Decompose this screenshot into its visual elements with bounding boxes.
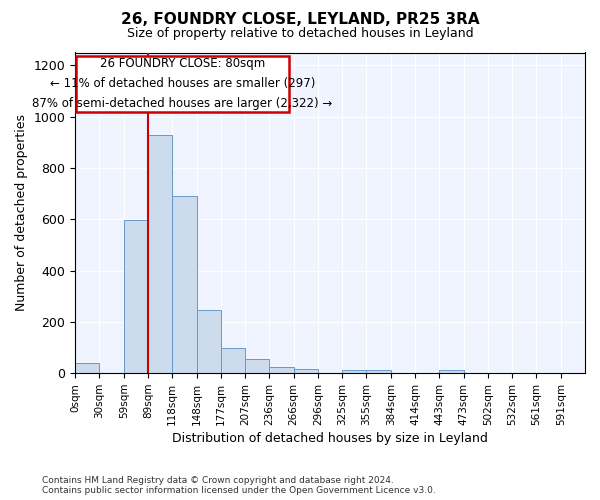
- X-axis label: Distribution of detached houses by size in Leyland: Distribution of detached houses by size …: [172, 432, 488, 445]
- Bar: [245, 358, 269, 373]
- Text: 26, FOUNDRY CLOSE, LEYLAND, PR25 3RA: 26, FOUNDRY CLOSE, LEYLAND, PR25 3RA: [121, 12, 479, 28]
- Text: 26 FOUNDRY CLOSE: 80sqm
← 11% of detached houses are smaller (297)
87% of semi-d: 26 FOUNDRY CLOSE: 80sqm ← 11% of detache…: [32, 58, 332, 110]
- Bar: [124, 220, 148, 373]
- Bar: [269, 367, 293, 373]
- Y-axis label: Number of detached properties: Number of detached properties: [15, 114, 28, 312]
- Bar: [439, 370, 464, 373]
- Bar: [221, 348, 245, 373]
- Bar: [367, 370, 391, 373]
- Text: Contains HM Land Registry data © Crown copyright and database right 2024.
Contai: Contains HM Land Registry data © Crown c…: [42, 476, 436, 495]
- FancyBboxPatch shape: [76, 56, 289, 112]
- Bar: [75, 363, 100, 373]
- Text: Size of property relative to detached houses in Leyland: Size of property relative to detached ho…: [127, 28, 473, 40]
- Bar: [197, 310, 221, 373]
- Bar: [293, 368, 318, 373]
- Bar: [172, 196, 197, 373]
- Bar: [342, 370, 367, 373]
- Bar: [148, 134, 172, 373]
